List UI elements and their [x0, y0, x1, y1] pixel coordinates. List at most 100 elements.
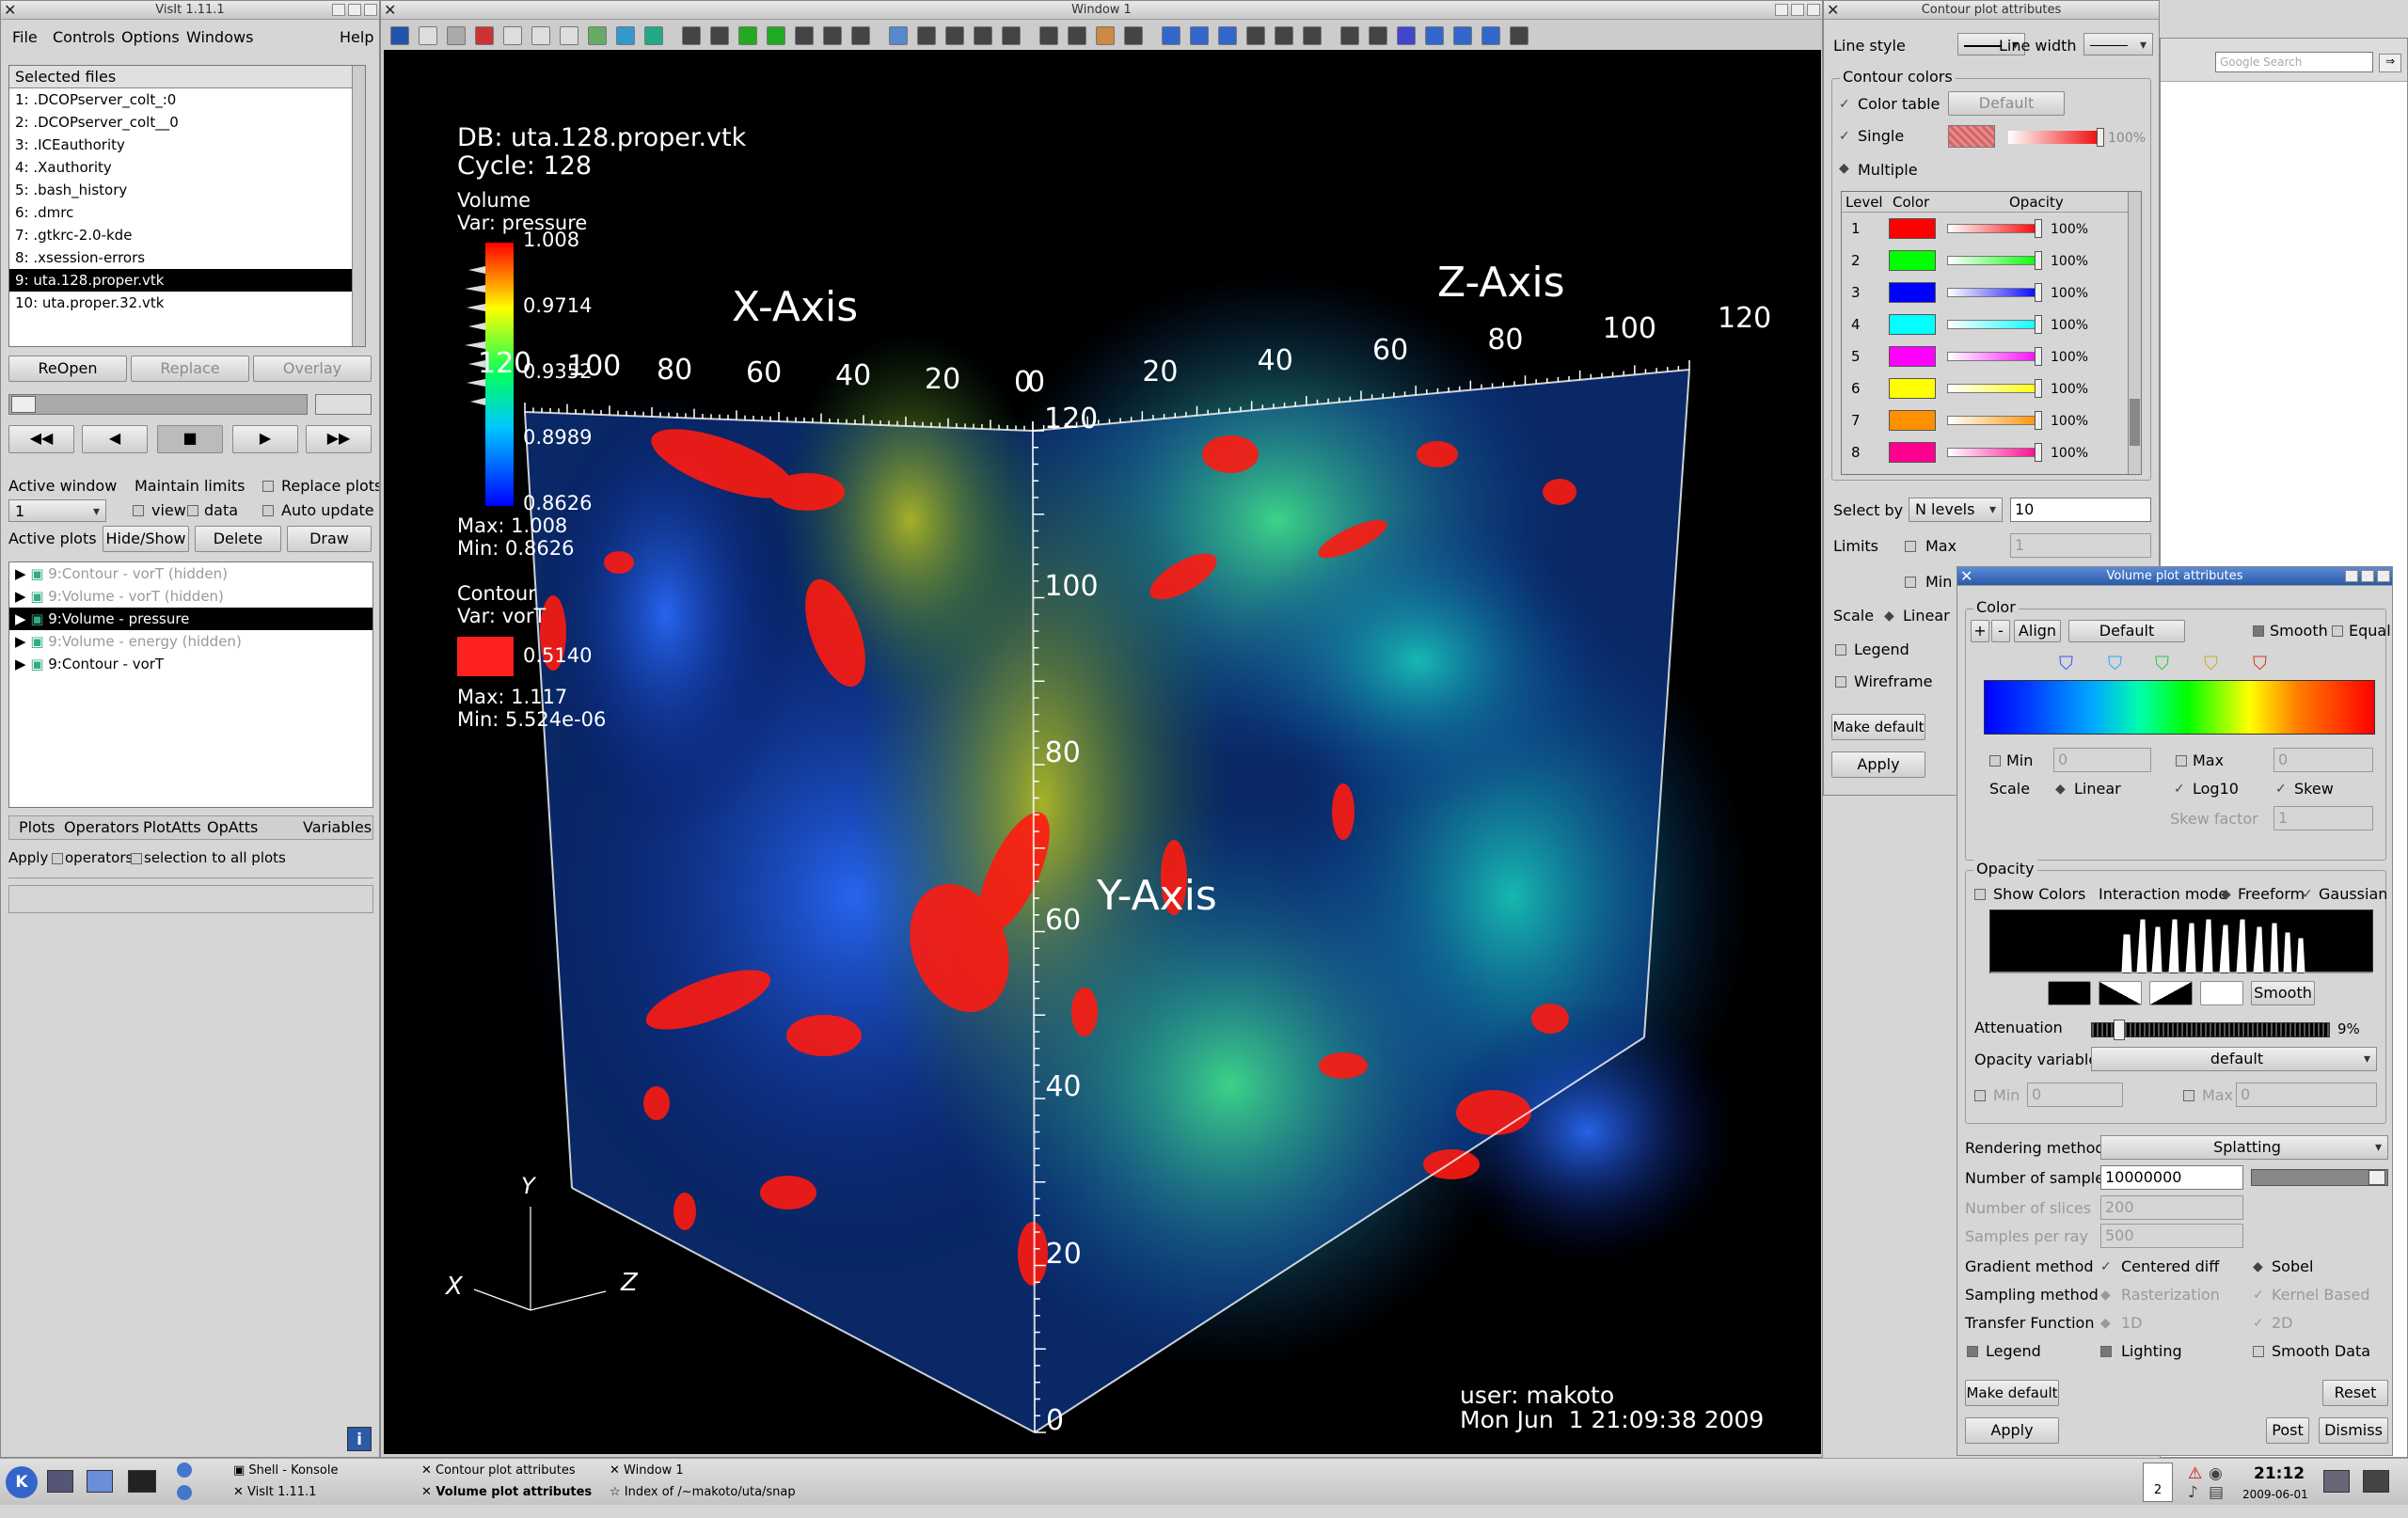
task-volume[interactable]: ✕ Volume plot attributes — [421, 1485, 593, 1499]
maximize-icon[interactable] — [1791, 4, 1804, 16]
tray-volume-icon[interactable]: ♪ — [2188, 1483, 2198, 1502]
menu-help[interactable]: Help — [340, 28, 374, 46]
level-row[interactable]: 1 100% — [1842, 213, 2141, 245]
expand-triangle-icon[interactable]: ▶ — [15, 588, 31, 605]
level-opacity-knob[interactable] — [2035, 443, 2042, 462]
file-item[interactable]: 10: uta.proper.32.vtk — [15, 294, 165, 311]
play-back-button[interactable]: ◀ — [82, 425, 148, 453]
files-list[interactable]: 1: .DCOPserver_colt_:0 2: .DCOPserver_col… — [9, 88, 365, 314]
sobel-radio[interactable]: ◆ — [2253, 1259, 2263, 1274]
plot-list-item[interactable]: ▶ ▣ 9:Contour - vorT — [9, 653, 372, 675]
toolbar-icon[interactable] — [1246, 26, 1265, 45]
color-table-button[interactable]: Default — [1948, 91, 2065, 116]
data-checkbox[interactable] — [187, 505, 198, 516]
file-item[interactable]: 5: .bash_history — [15, 182, 128, 198]
play-button[interactable]: ▶ — [232, 425, 298, 453]
replace-button[interactable]: Replace — [131, 356, 249, 382]
toolbar-icon[interactable] — [503, 26, 522, 45]
opacity-max-field[interactable]: 0 — [2236, 1083, 2377, 1107]
task-browser[interactable]: ☆ Index of /~makoto/uta/snap — [610, 1485, 796, 1499]
close-window-icon[interactable] — [2377, 570, 2390, 582]
toolbar-icon[interactable] — [644, 26, 663, 45]
toolbar-icon[interactable] — [475, 26, 494, 45]
levels-scrollbar[interactable] — [2128, 192, 2141, 474]
num-samples-field[interactable]: 10000000 — [2100, 1165, 2243, 1190]
max-field[interactable]: 1 — [2010, 533, 2151, 558]
close-icon[interactable]: ✕ — [384, 1, 397, 19]
line-style-combo[interactable] — [1957, 33, 2025, 56]
level-opacity-slider[interactable] — [1947, 411, 2042, 430]
toolbar-icon[interactable] — [795, 26, 814, 45]
apply-selection-checkbox[interactable] — [131, 853, 142, 864]
file-item[interactable]: 2: .DCOPserver_colt__0 — [15, 114, 179, 131]
auto-update-checkbox[interactable] — [262, 505, 274, 516]
time-field[interactable] — [315, 394, 372, 415]
toolbar-icon[interactable] — [1124, 26, 1143, 45]
color-point-icon[interactable]: ⛉ — [2253, 652, 2267, 674]
toolbar-icon[interactable] — [1510, 26, 1529, 45]
vol-min-field[interactable]: 0 — [2053, 748, 2151, 772]
toolbar-icon[interactable] — [1481, 26, 1500, 45]
plot-list-item[interactable]: ▶ ▣ 9:Contour - vorT (hidden) — [9, 562, 372, 585]
toolbar-icon[interactable] — [1039, 26, 1058, 45]
main-titlebar[interactable]: ✕ VisIt 1.11.1 — [1, 1, 379, 20]
apply-operators-checkbox[interactable] — [52, 853, 63, 864]
time-slider-knob[interactable] — [11, 396, 36, 413]
num-samples-knob[interactable] — [2368, 1170, 2385, 1185]
view-checkbox[interactable] — [133, 505, 144, 516]
plots-menu[interactable]: Plots — [19, 818, 55, 836]
toolbar-icon[interactable] — [851, 26, 870, 45]
opacity-ramp-up-preset[interactable] — [2099, 981, 2142, 1005]
add-point-button[interactable]: + — [1971, 620, 1989, 642]
skew-factor-field[interactable]: 1 — [2273, 806, 2373, 830]
close-window-icon[interactable] — [364, 4, 377, 16]
pager[interactable]: 2 — [2143, 1463, 2173, 1502]
plot-list-item[interactable]: ▶ ▣ 9:Volume - energy (hidden) — [9, 630, 372, 653]
toolbar-icon[interactable] — [560, 26, 578, 45]
rasterization-radio[interactable]: ◆ — [2100, 1288, 2111, 1303]
operators-menu[interactable]: Operators — [64, 818, 139, 836]
multiple-radio[interactable]: ◆ — [1839, 161, 1849, 176]
level-color-swatch[interactable] — [1889, 282, 1936, 303]
max-checkbox[interactable] — [1905, 541, 1916, 552]
tf-2d-radio[interactable]: ✓ — [2253, 1316, 2264, 1331]
opacity-ramp-down-preset[interactable] — [2149, 981, 2193, 1005]
toolbar-icon[interactable] — [1190, 26, 1209, 45]
level-opacity-knob[interactable] — [2035, 411, 2042, 430]
step-back-button[interactable]: ◀◀ — [8, 425, 74, 453]
toolbar-icon[interactable] — [447, 26, 466, 45]
clock-time[interactable]: 21:12 — [2254, 1464, 2305, 1483]
opacity-white-preset[interactable] — [2200, 981, 2243, 1005]
toolbar-icon[interactable] — [1096, 26, 1115, 45]
toolbar-icon[interactable] — [738, 26, 757, 45]
samples-per-ray-field[interactable]: 500 — [2100, 1224, 2243, 1248]
home-icon[interactable] — [87, 1470, 113, 1493]
color-point-icon[interactable]: ⛉ — [2108, 652, 2122, 674]
opacity-min-field[interactable]: 0 — [2027, 1083, 2123, 1107]
toolbar-icon[interactable] — [945, 26, 964, 45]
konqueror-icon[interactable] — [177, 1463, 192, 1478]
toolbar-icon[interactable] — [1340, 26, 1359, 45]
plot-list-item[interactable]: ▶ ▣ 9:Volume - pressure — [9, 608, 372, 630]
menu-controls[interactable]: Controls — [53, 28, 116, 46]
close-icon[interactable]: ✕ — [1827, 1, 1840, 19]
hide-show-button[interactable]: Hide/Show — [103, 526, 189, 552]
vol-linear-radio[interactable]: ◆ — [2055, 782, 2066, 797]
variables-menu[interactable]: Variables — [303, 818, 372, 836]
vis-canvas[interactable]: DB: uta.128.proper.vtk Cycle: 128 Volume… — [384, 50, 1821, 1454]
toolbar-icon[interactable] — [1369, 26, 1387, 45]
vol-apply-button[interactable]: Apply — [1965, 1417, 2059, 1444]
stop-button[interactable]: ■ — [157, 425, 223, 453]
clock-date[interactable]: 2009-06-01 — [2242, 1488, 2308, 1501]
level-opacity-knob[interactable] — [2035, 251, 2042, 270]
browser-search-input[interactable]: Google Search — [2215, 52, 2373, 72]
vol-min-checkbox[interactable] — [1989, 755, 2001, 767]
contour-apply-button[interactable]: Apply — [1831, 751, 1925, 778]
contour-titlebar[interactable]: ✕ Contour plot attributes — [1824, 1, 2159, 20]
task-window1[interactable]: ✕ Window 1 — [610, 1463, 684, 1478]
file-item[interactable]: 6: .dmrc — [15, 204, 74, 221]
toolbar-icon[interactable] — [710, 26, 729, 45]
level-opacity-slider[interactable] — [1947, 347, 2042, 366]
level-color-swatch[interactable] — [1889, 346, 1936, 367]
opacity-black-preset[interactable] — [2048, 981, 2091, 1005]
